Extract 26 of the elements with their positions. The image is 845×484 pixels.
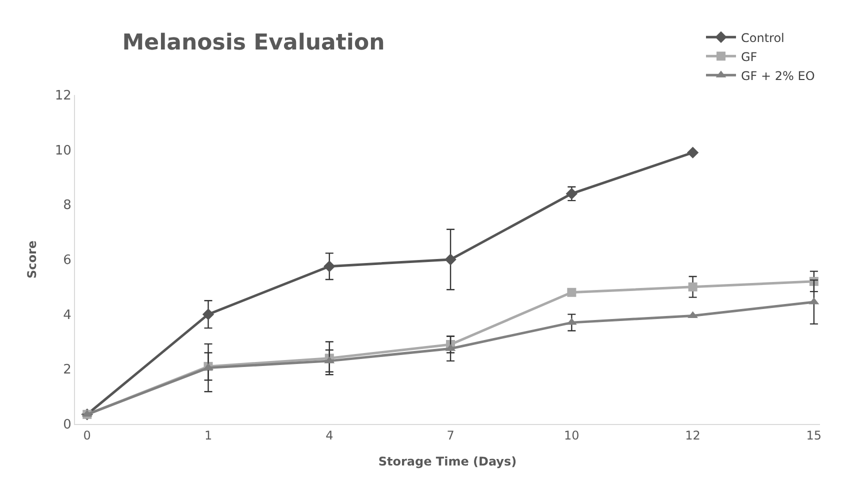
y-tick-label: 12 (54, 88, 72, 104)
y-tick-label: 10 (54, 143, 72, 158)
y-tick-label: 8 (63, 198, 72, 214)
chart-title: Melanosis Evaluation (122, 30, 385, 56)
y-tick-label: 2 (63, 362, 72, 378)
x-tick-label: 0 (83, 428, 91, 442)
legend-label: Control (741, 30, 784, 45)
x-tick-label: 7 (446, 428, 454, 442)
x-tick-label: 1 (204, 428, 212, 442)
point (324, 260, 336, 272)
y-axis-title: Score (25, 240, 40, 279)
point (567, 288, 576, 297)
point (688, 282, 698, 292)
point (202, 308, 214, 320)
y-tick-label: 4 (63, 308, 72, 323)
x-axis-title: Storage Time (Days) (378, 454, 517, 468)
legend-label: GF (741, 50, 758, 64)
x-tick-label: 15 (806, 428, 822, 442)
x-tick-label: 12 (685, 428, 700, 442)
point (444, 254, 456, 266)
x-tick-label: 4 (326, 428, 334, 442)
point (686, 146, 699, 158)
x-tick-label: 10 (564, 428, 580, 442)
y-tick-label: 6 (63, 253, 72, 268)
legend-label: GF + 2% EO (741, 68, 815, 83)
y-tick-label: 0 (63, 418, 72, 433)
